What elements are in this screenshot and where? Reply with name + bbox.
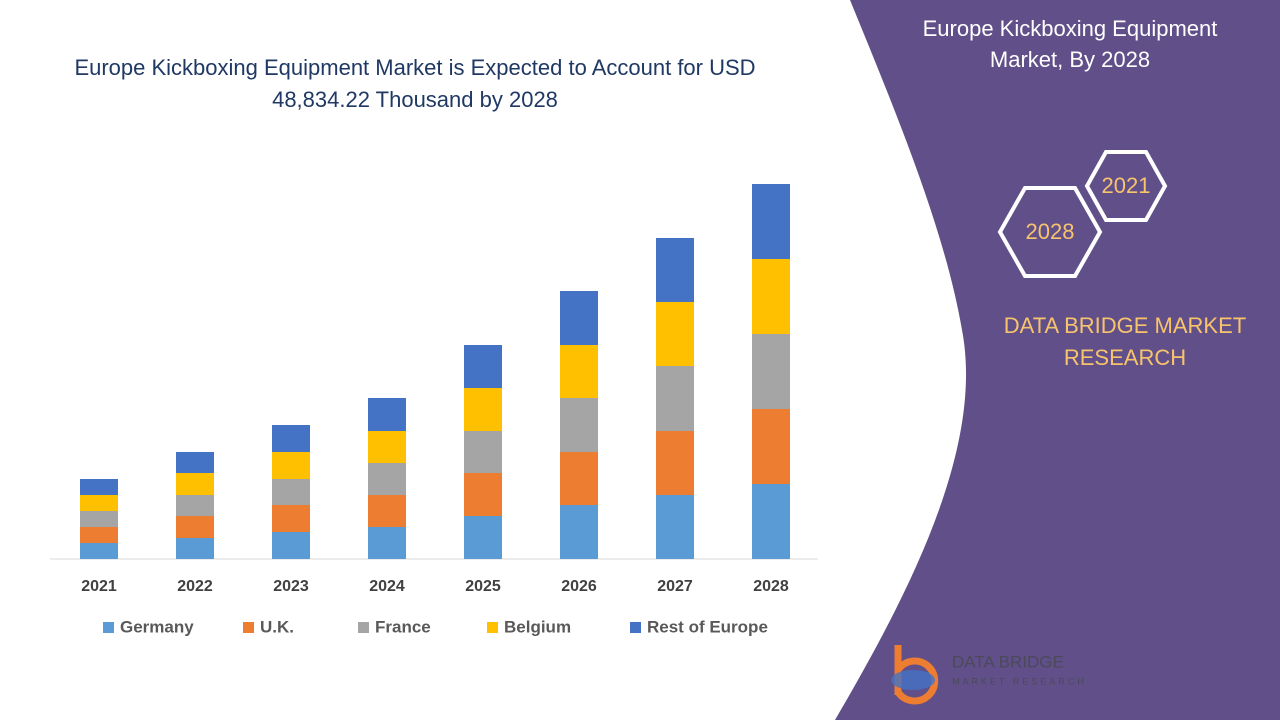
legend-label: Rest of Europe xyxy=(647,617,768,636)
bar-segment xyxy=(176,538,214,559)
logo-tagline: MARKET RESEARCH xyxy=(952,676,1087,686)
x-tick-label: 2023 xyxy=(273,578,309,595)
bar-segment xyxy=(752,484,790,559)
bar-segment xyxy=(368,463,406,495)
bar-segment xyxy=(464,388,502,431)
bar-segment xyxy=(176,516,214,538)
bar-segment xyxy=(752,259,790,334)
brand: DATA BRIDGE MARKET RESEARCH xyxy=(1003,313,1247,370)
legend-swatch xyxy=(487,622,498,633)
bar-segment xyxy=(272,479,310,505)
bar-segment xyxy=(464,345,502,388)
bar-segment xyxy=(656,302,694,366)
logo: DATA BRIDGE MARKET RESEARCH xyxy=(891,645,1087,705)
panel-title: Europe Kickboxing Equipment Market, By 2… xyxy=(922,16,1218,72)
legend-label: Belgium xyxy=(504,617,571,636)
bar-segment xyxy=(368,398,406,431)
x-tick-label: 2022 xyxy=(177,578,213,595)
legend-swatch xyxy=(243,622,254,633)
bar-segment xyxy=(656,238,694,302)
chart-title: Europe Kickboxing Equipment Market is Ex… xyxy=(74,55,756,112)
x-tick-label: 2027 xyxy=(657,578,693,595)
hexagon xyxy=(997,186,1103,278)
bar-segment xyxy=(368,431,406,463)
bar-segment xyxy=(560,505,598,559)
bar-segment xyxy=(80,543,118,559)
bar-segment xyxy=(272,452,310,479)
bar-segment xyxy=(752,334,790,409)
hexagon-label: 2021 xyxy=(1102,173,1151,198)
legend-label: France xyxy=(375,617,431,636)
x-tick-label: 2021 xyxy=(81,578,117,595)
bar-segment xyxy=(560,345,598,398)
bar-segment xyxy=(176,495,214,516)
x-tick-label: 2026 xyxy=(561,578,597,595)
bar-segment xyxy=(560,452,598,505)
bar-segment xyxy=(464,431,502,473)
bar-segment xyxy=(656,366,694,431)
bar-segment xyxy=(368,495,406,527)
legend-swatch xyxy=(358,622,369,633)
bar-segment xyxy=(368,527,406,559)
legend-label: Germany xyxy=(120,617,194,636)
bar-segment xyxy=(272,532,310,559)
bar-segment xyxy=(176,473,214,495)
hexagon xyxy=(1084,150,1168,222)
legend-label: U.K. xyxy=(260,617,294,636)
logo-name: DATA BRIDGE xyxy=(952,652,1064,671)
bar-segment xyxy=(176,452,214,473)
bar-segment xyxy=(80,527,118,543)
bar-segment xyxy=(272,505,310,532)
x-tick-label: 2024 xyxy=(369,578,405,595)
bar-segment xyxy=(80,495,118,511)
bar-segment xyxy=(80,479,118,495)
bar-segment xyxy=(80,511,118,527)
bar-segment xyxy=(272,425,310,452)
bar-segment xyxy=(752,184,790,259)
bar-segment xyxy=(464,473,502,516)
bar-segment xyxy=(752,409,790,484)
bar-segment xyxy=(560,398,598,452)
legend-swatch xyxy=(630,622,641,633)
bar-segment xyxy=(464,516,502,559)
bar-segment xyxy=(560,291,598,345)
x-tick-label: 2028 xyxy=(753,578,789,595)
x-tick-label: 2025 xyxy=(465,578,501,595)
hexagon-label: 2028 xyxy=(1026,219,1075,244)
bar-segment xyxy=(656,495,694,559)
side-panel xyxy=(835,0,1280,720)
bar-segment xyxy=(656,431,694,495)
legend-swatch xyxy=(103,622,114,633)
